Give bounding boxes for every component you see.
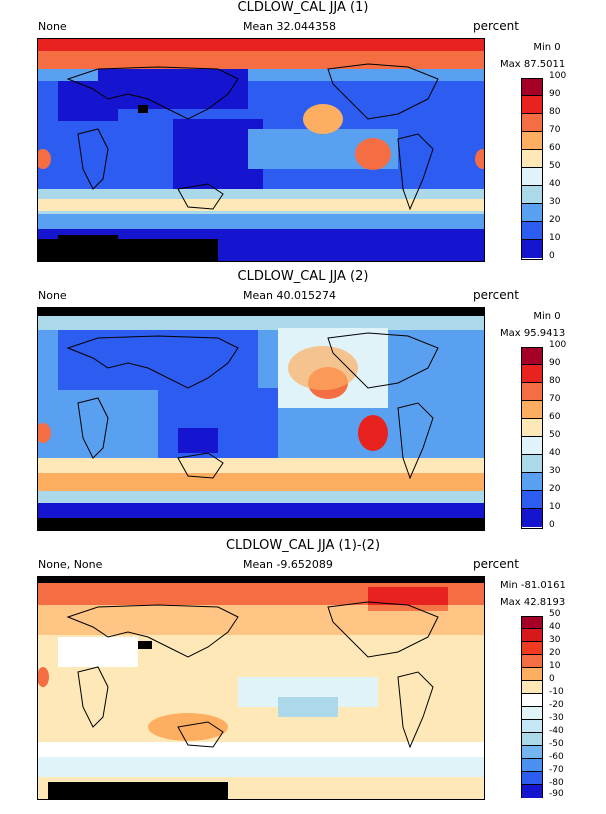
colorbar-label: 0 [549,674,555,684]
colorbar-label: 50 [549,609,561,619]
panel-mean: Mean 40.015274 [243,289,336,302]
panel-min: Min 0 [533,42,561,53]
colorbar-swatch [522,419,542,438]
colorbar-swatch [522,668,542,681]
colorbar [521,78,543,260]
colorbar-swatch [522,401,542,420]
colorbar-swatch [522,772,542,785]
panel-title: CLDLOW_CAL JJA (2) [237,269,369,284]
colorbar-swatch [522,642,542,655]
colorbar-label: 90 [549,358,561,368]
panel-left-label: None [38,289,67,302]
colorbar-label: -70 [549,765,564,775]
colorbar-swatch [522,694,542,707]
colorbar-label: -30 [549,713,564,723]
colorbar-swatch [522,365,542,384]
map-panel-3: CLDLOW_CAL JJA (1)-(2) None, None Mean -… [0,538,606,808]
colorbar-swatch [522,168,542,187]
panel-max: Max 87.5011 [500,59,566,70]
colorbar-swatch [522,707,542,720]
colorbar-label: -20 [549,700,564,710]
colorbar-label: 30 [549,197,561,207]
colorbar-label: 50 [549,430,561,440]
colorbar-label: 40 [549,622,561,632]
colorbar-label: 70 [549,394,561,404]
colorbar-swatch [522,348,542,366]
colorbar-swatch [522,746,542,759]
colorbar-label: 50 [549,161,561,171]
panel-units: percent [473,288,519,302]
colorbar-swatch [522,150,542,169]
colorbar-swatch [522,79,542,97]
panel-units: percent [473,19,519,33]
panel-mean: Mean 32.044358 [243,20,336,33]
colorbar-swatch [522,437,542,456]
colorbar-label: -50 [549,739,564,749]
colorbar-label: 20 [549,484,561,494]
colorbar-label: -40 [549,726,564,736]
colorbar-swatch [522,222,542,241]
colorbar [521,347,543,529]
colorbar-swatch [522,383,542,402]
colorbar-label: 100 [549,340,567,350]
colorbar-label: 10 [549,502,561,512]
colorbar-label: 30 [549,466,561,476]
colorbar-swatch [522,681,542,694]
colorbar-label: 60 [549,412,561,422]
panel-mean: Mean -9.652089 [243,558,333,571]
colorbar-swatch [522,629,542,642]
colorbar [521,616,543,798]
colorbar-label: 0 [549,520,555,530]
map-panel-1: CLDLOW_CAL JJA (1) None Mean 32.044358 p… [0,0,606,270]
colorbar-label: 40 [549,448,561,458]
colorbar-label: -60 [549,752,564,762]
colorbar-swatch [522,785,542,798]
colorbar-label: 80 [549,376,561,386]
colorbar-swatch [522,491,542,510]
colorbar-swatch [522,186,542,205]
colorbar-label: -90 [549,789,564,799]
colorbar-swatch [522,114,542,133]
panel-min: Min 0 [533,311,561,322]
colorbar-swatch [522,733,542,746]
colorbar-swatch [522,204,542,223]
colorbar-label: -80 [549,778,564,788]
colorbar-swatch [522,96,542,115]
colorbar-label: 30 [549,635,561,645]
colorbar-label: -10 [549,687,564,697]
colorbar-label: 100 [549,71,567,81]
panel-title: CLDLOW_CAL JJA (1)-(2) [225,538,381,553]
colorbar-swatch [522,720,542,733]
colorbar-label: 20 [549,215,561,225]
world-map [37,576,485,800]
colorbar-label: 0 [549,251,555,261]
colorbar-label: 60 [549,143,561,153]
colorbar-label: 90 [549,89,561,99]
colorbar-label: 10 [549,661,561,671]
colorbar-swatch [522,509,542,528]
colorbar-swatch [522,617,542,629]
colorbar-label: 20 [549,648,561,658]
colorbar-swatch [522,455,542,474]
colorbar-label: 40 [549,179,561,189]
panel-min: Min -81.0161 [500,580,566,591]
panel-left-label: None [38,20,67,33]
colorbar-swatch [522,473,542,492]
panel-left-label: None, None [38,558,103,571]
panel-title: CLDLOW_CAL JJA (1) [237,0,369,15]
colorbar-swatch [522,240,542,259]
colorbar-label: 70 [549,125,561,135]
colorbar-label: 80 [549,107,561,117]
colorbar-swatch [522,759,542,772]
colorbar-swatch [522,132,542,151]
colorbar-swatch [522,655,542,668]
world-map [37,307,485,531]
map-panel-2: CLDLOW_CAL JJA (2) None Mean 40.015274 p… [0,269,606,539]
panel-units: percent [473,557,519,571]
colorbar-label: 10 [549,233,561,243]
panel-max: Max 42.8193 [500,597,566,608]
panel-max: Max 95.9413 [500,328,566,339]
world-map [37,38,485,262]
